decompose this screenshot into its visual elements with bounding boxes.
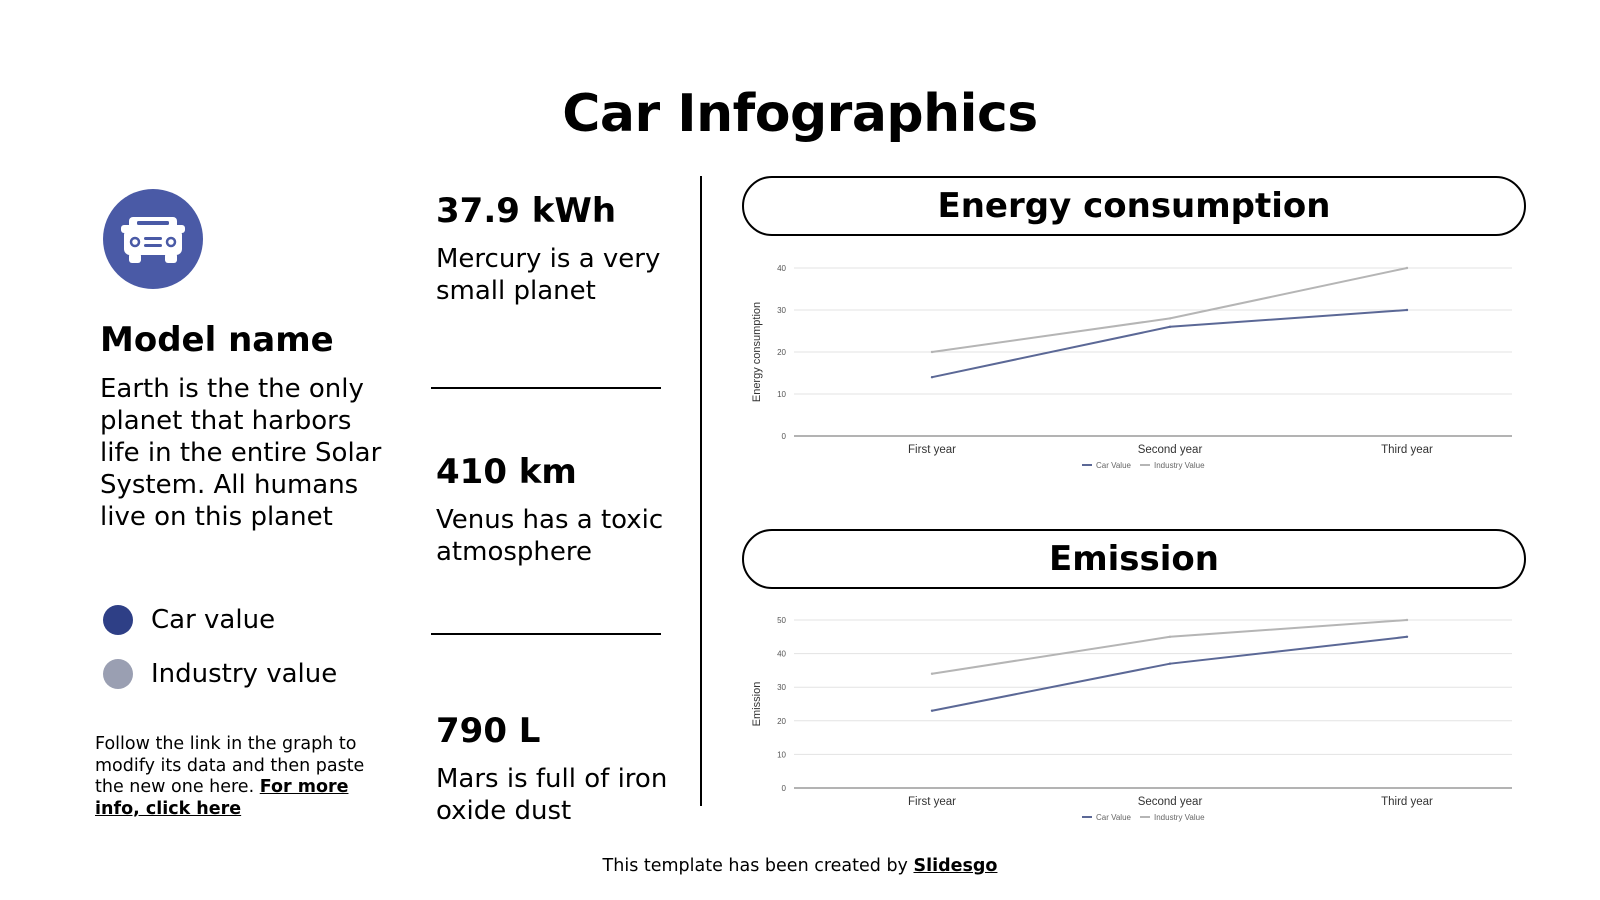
x-tick-label: Third year xyxy=(1381,444,1433,456)
x-tick-label: First year xyxy=(908,796,956,808)
y-axis-label: Energy consumption xyxy=(751,302,763,402)
y-tick-label: 30 xyxy=(777,306,786,315)
x-tick-label: Third year xyxy=(1381,796,1433,808)
stat-value-energy: 37.9 kWh xyxy=(436,191,617,231)
stat-desc-energy: Mercury is a very small planet xyxy=(436,244,661,306)
model-description: Earth is the the only planet that harbor… xyxy=(100,374,382,532)
graph-note-text: Follow the link in the graph to modify i… xyxy=(95,734,365,797)
data-point xyxy=(930,672,934,675)
stat-value-range: 410 km xyxy=(436,452,577,492)
footer-text: This template has been created by xyxy=(602,856,914,876)
stat-desc-range: Venus has a toxic atmosphere xyxy=(436,505,664,567)
stat-value-capacity: 790 L xyxy=(436,711,541,751)
divider xyxy=(431,387,661,389)
energy-consumption-title: Energy consumption xyxy=(937,186,1331,226)
emission-header: Emission xyxy=(742,529,1526,589)
graph-note: Follow the link in the graph to modify i… xyxy=(95,734,365,820)
data-point xyxy=(1168,662,1172,665)
data-point xyxy=(1405,308,1409,312)
data-point xyxy=(1168,325,1172,328)
x-tick-label: Second year xyxy=(1138,796,1203,808)
legend-label: Car Value xyxy=(1096,813,1132,822)
y-tick-label: 10 xyxy=(777,750,786,759)
emission-title: Emission xyxy=(1049,539,1219,579)
legend-label: Car value xyxy=(151,605,276,635)
more-info-link[interactable]: For more info, click here xyxy=(95,777,349,819)
y-tick-label: 10 xyxy=(777,390,786,399)
legend-label: Industry Value xyxy=(1154,813,1205,822)
divider xyxy=(431,633,661,635)
data-point xyxy=(930,709,934,712)
series-line-industry-value xyxy=(931,619,1408,675)
legend-label: Industry Value xyxy=(1154,461,1205,470)
data-point xyxy=(930,376,934,379)
series-line-car-value xyxy=(931,309,1408,379)
car-value-dot xyxy=(103,605,133,635)
model-name: Model name xyxy=(100,320,334,360)
page-title: Car Infographics xyxy=(562,84,1038,144)
x-tick-label: First year xyxy=(908,444,956,456)
y-tick-label: 20 xyxy=(777,717,786,726)
legend-item-industry-value: Industry value xyxy=(103,659,337,689)
car-badge xyxy=(103,189,203,289)
y-tick-label: 0 xyxy=(782,784,787,793)
stat-desc-capacity: Mars is full of iron oxide dust xyxy=(436,764,668,826)
legend-item-car-value: Car value xyxy=(103,605,275,635)
legend-label: Industry value xyxy=(151,659,338,689)
emission-chart[interactable]: 0 10 20 30 40 50 Emission First year Second year… xyxy=(742,610,1526,830)
energy-consumption-header: Energy consumption xyxy=(742,176,1526,236)
data-point xyxy=(1405,266,1409,270)
vertical-divider xyxy=(700,176,702,806)
y-axis-label: Emission xyxy=(751,682,763,727)
footer: This template has been created by Slides… xyxy=(0,856,1600,876)
data-point xyxy=(1168,635,1172,638)
y-tick-label: 40 xyxy=(777,650,786,659)
series-line-car-value xyxy=(931,635,1408,712)
y-tick-label: 50 xyxy=(777,616,786,625)
y-tick-label: 30 xyxy=(777,683,786,692)
y-tick-label: 0 xyxy=(782,432,787,441)
data-point xyxy=(1405,635,1409,638)
data-point xyxy=(1405,618,1409,622)
legend-label: Car Value xyxy=(1096,461,1132,470)
x-tick-label: Second year xyxy=(1138,444,1203,456)
y-tick-label: 20 xyxy=(777,348,786,357)
data-point xyxy=(930,350,934,354)
y-tick-label: 40 xyxy=(777,264,786,273)
energy-consumption-chart[interactable]: 0 10 20 30 40 Energy consumption First year Sec… xyxy=(742,258,1526,478)
industry-value-dot xyxy=(103,659,133,689)
slidesgo-link[interactable]: Slidesgo xyxy=(913,856,998,876)
car-icon xyxy=(121,217,185,263)
data-point xyxy=(1168,317,1172,320)
